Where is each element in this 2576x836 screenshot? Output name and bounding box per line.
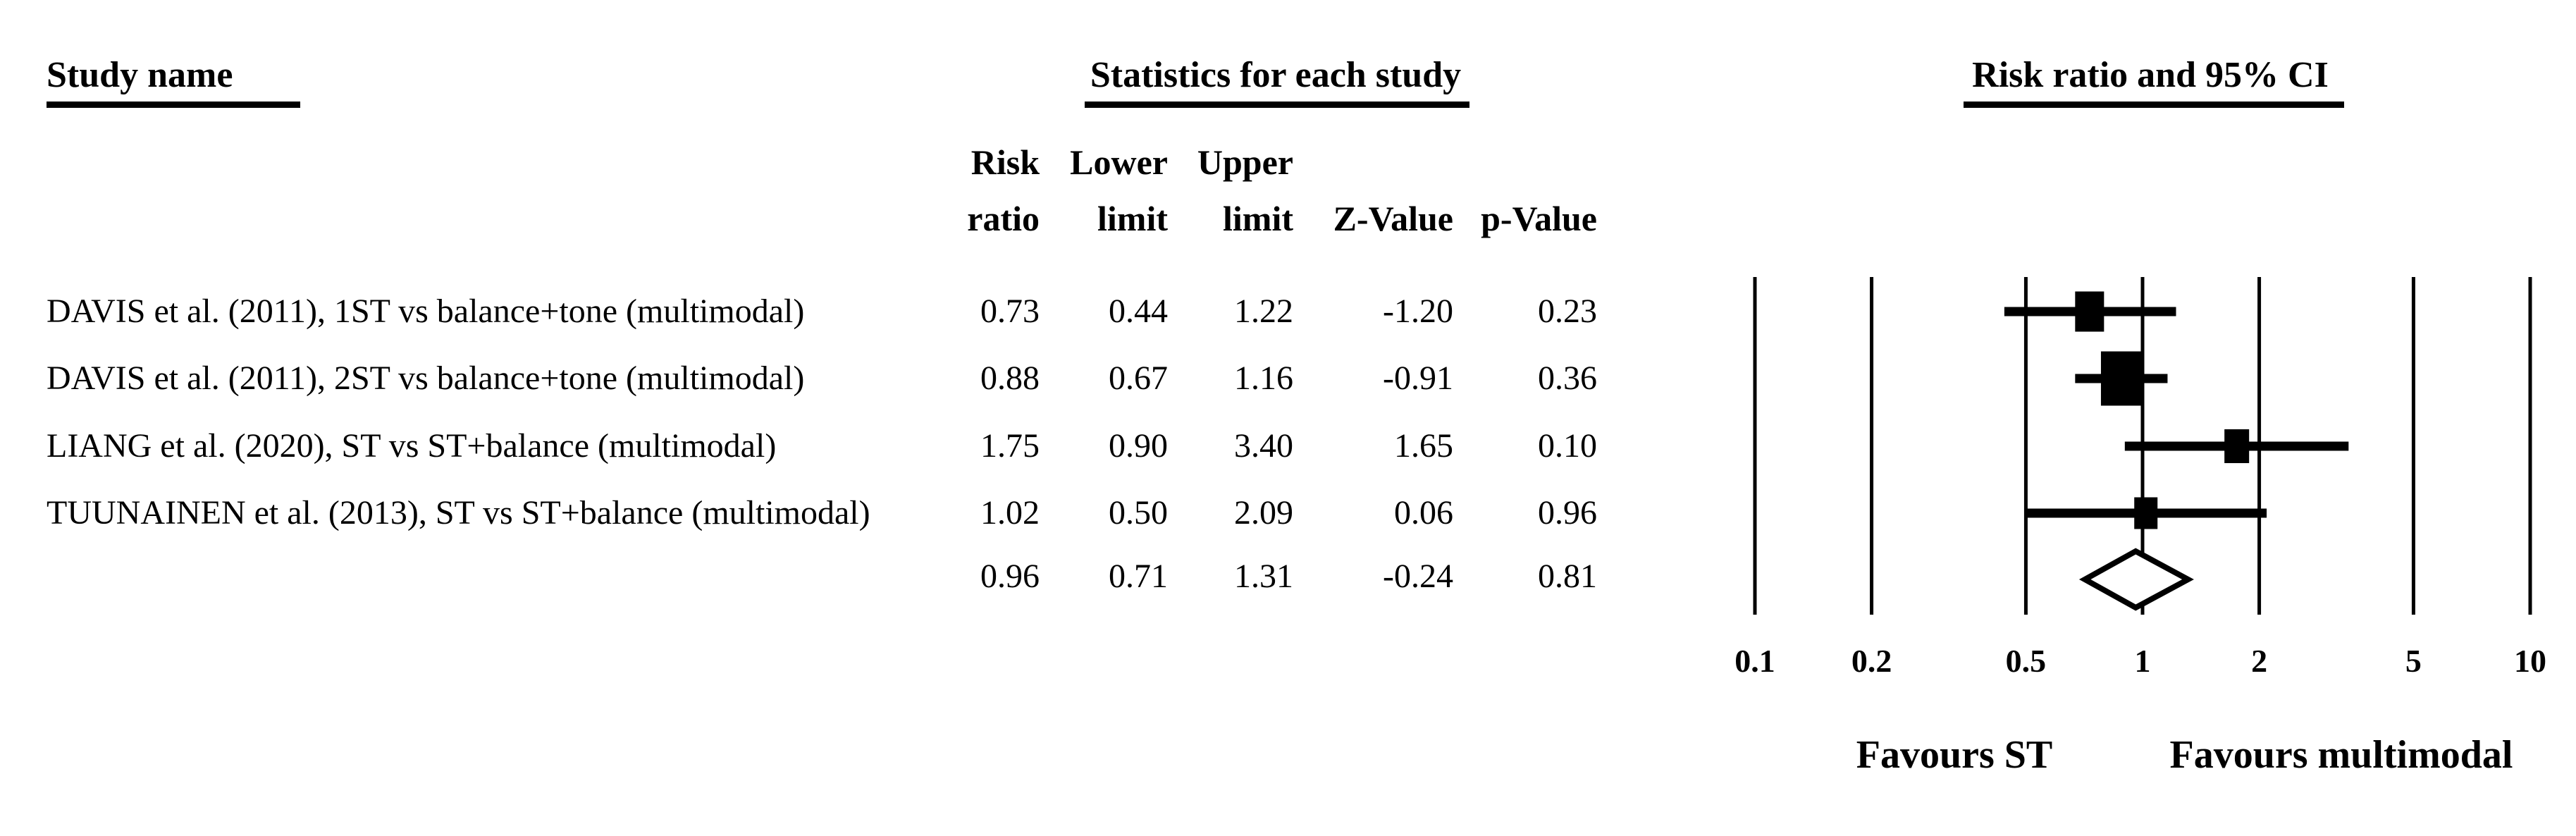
axis-tick-label-0.5: 0.5: [2005, 643, 2047, 679]
cell-z-value: -1.20: [1383, 293, 1453, 330]
cell-lower-limit: 0.50: [1109, 494, 1168, 531]
axis-tick-label-10: 10: [2514, 643, 2546, 679]
column-header-line: Z-Value: [1333, 199, 1453, 238]
cell-upper-limit: 2.09: [1234, 494, 1293, 531]
point-estimate-square: [2224, 429, 2250, 463]
study-row-name: TUUNAINEN et al. (2013), ST vs ST+balanc…: [47, 494, 870, 531]
column-header-upper-limit: Upper limit: [1040, 134, 1293, 247]
statistics-header: Statistics for each study: [1090, 55, 1462, 95]
point-estimate-square: [2100, 351, 2141, 406]
cell-summary-risk-ratio: 0.96: [980, 558, 1040, 595]
study-row-name: LIANG et al. (2020), ST vs ST+balance (m…: [47, 427, 777, 465]
cell-summary-z-value: -0.24: [1383, 558, 1453, 595]
axis-tick-label-2: 2: [2251, 643, 2268, 679]
study-name-underline: [47, 102, 300, 108]
point-estimate-square: [2134, 497, 2158, 529]
column-header-line: limit: [1223, 199, 1293, 238]
cell-risk-ratio: 1.75: [980, 427, 1040, 465]
cell-lower-limit: 0.90: [1109, 427, 1168, 465]
cell-summary-lower-limit: 0.71: [1109, 558, 1168, 595]
cell-p-value: 0.96: [1538, 494, 1597, 531]
cell-lower-limit: 0.44: [1109, 293, 1168, 330]
cell-p-value: 0.23: [1538, 293, 1597, 330]
column-header-risk-ratio: Risk ratio: [786, 134, 1040, 247]
cell-risk-ratio: 0.88: [980, 359, 1040, 397]
column-header-line: Lower: [1070, 142, 1168, 182]
column-header-p-value: p-Value: [1343, 134, 1597, 247]
axis-tick-label-0.1: 0.1: [1734, 643, 1775, 679]
cell-upper-limit: 3.40: [1234, 427, 1293, 465]
risk-ratio-ci-header: Risk ratio and 95% CI: [1972, 55, 2329, 95]
cell-lower-limit: 0.67: [1109, 359, 1168, 397]
cell-p-value: 0.10: [1538, 427, 1597, 465]
summary-diamond: [2078, 548, 2194, 611]
statistics-underline: [1085, 102, 1469, 108]
column-header-line: ratio: [967, 199, 1040, 238]
cell-p-value: 0.36: [1538, 359, 1597, 397]
study-row-name: DAVIS et al. (2011), 1ST vs balance+tone…: [47, 293, 805, 330]
risk-ratio-ci-underline: [1964, 102, 2344, 108]
favours-right-label: Favours multimodal: [2169, 733, 2513, 777]
column-header-lower-limit: Lower limit: [914, 134, 1168, 247]
cell-risk-ratio: 0.73: [980, 293, 1040, 330]
cell-summary-upper-limit: 1.31: [1234, 558, 1293, 595]
cell-upper-limit: 1.22: [1234, 293, 1293, 330]
cell-z-value: -0.91: [1383, 359, 1453, 397]
study-row-name: DAVIS et al. (2011), 2ST vs balance+tone…: [47, 359, 805, 397]
column-header-z-value: Z-Value: [1200, 134, 1453, 247]
axis-tick-label-1: 1: [2134, 643, 2151, 679]
cell-z-value: 1.65: [1394, 427, 1453, 465]
column-header-line: p-Value: [1481, 199, 1597, 238]
cell-z-value: 0.06: [1394, 494, 1453, 531]
cell-upper-limit: 1.16: [1234, 359, 1293, 397]
column-header-line: Risk: [970, 142, 1040, 182]
cell-risk-ratio: 1.02: [980, 494, 1040, 531]
axis-tick-label-5: 5: [2405, 643, 2422, 679]
favours-left-label: Favours ST: [1856, 733, 2053, 777]
column-header-line: Upper: [1197, 142, 1293, 182]
cell-summary-p-value: 0.81: [1538, 558, 1597, 595]
column-header-line: limit: [1097, 199, 1168, 238]
axis-tick-label-0.2: 0.2: [1851, 643, 1892, 679]
study-name-header: Study name: [47, 55, 233, 95]
point-estimate-square: [2075, 291, 2104, 332]
